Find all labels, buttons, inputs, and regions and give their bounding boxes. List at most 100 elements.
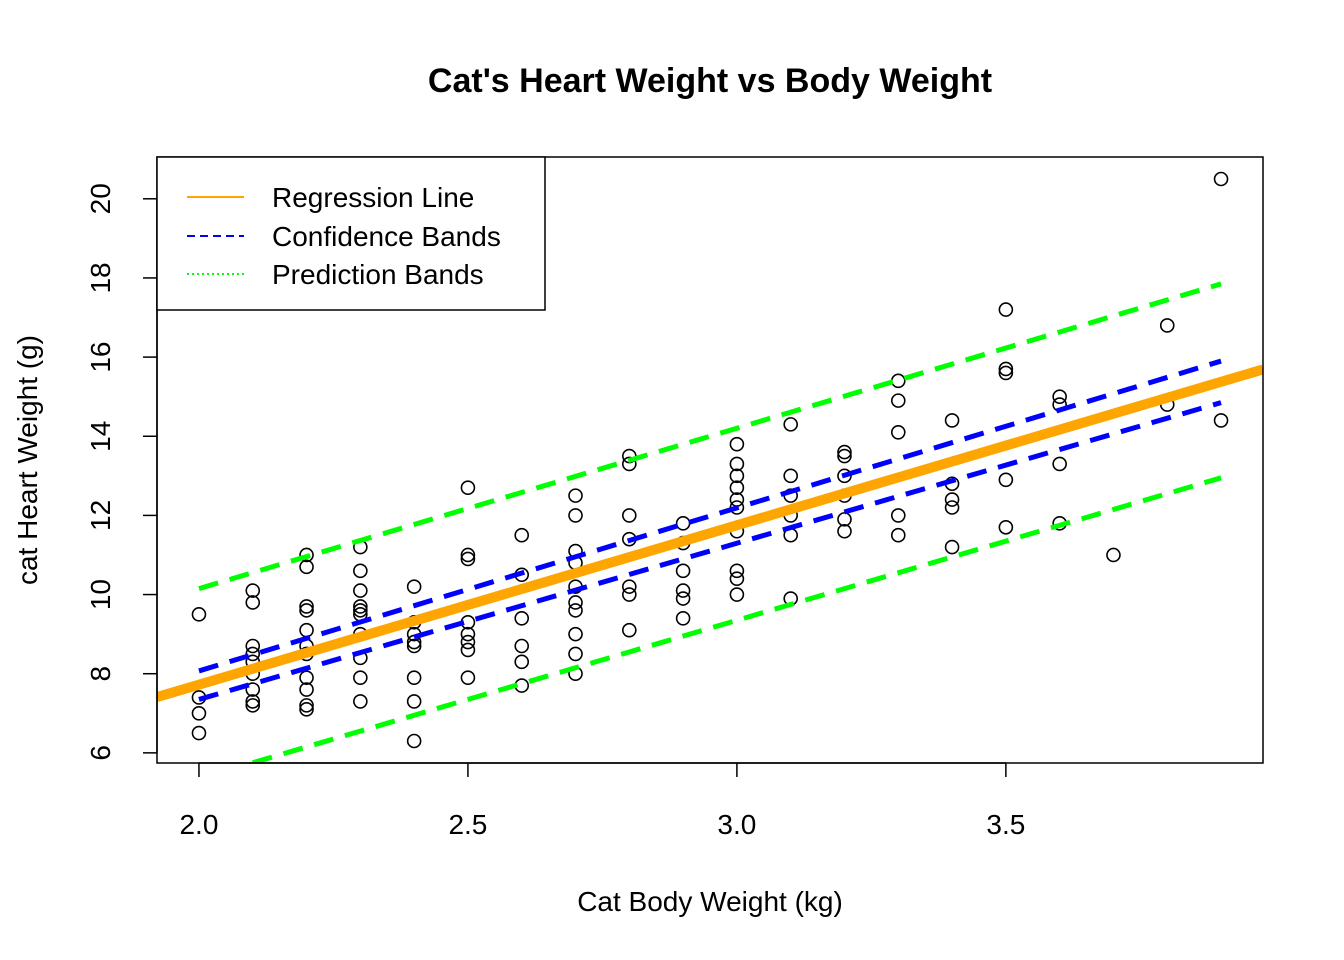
data-point: [1159, 318, 1175, 333]
data-point: [783, 417, 798, 432]
data-point: [460, 626, 476, 642]
data-point: [890, 508, 906, 523]
data-point: [944, 539, 960, 555]
y-tick-label: 6: [85, 745, 116, 761]
data-point: [568, 488, 583, 503]
x-tick-label: 3.5: [986, 809, 1025, 840]
y-tick-label: 12: [85, 500, 116, 531]
data-point: [568, 595, 583, 610]
data-point: [729, 480, 745, 496]
data-point: [675, 591, 691, 606]
legend-box: [156, 156, 546, 311]
data-point: [353, 603, 368, 618]
data-point: [837, 523, 852, 539]
data-point: [191, 725, 207, 741]
data-point: [299, 559, 314, 575]
data-point: [299, 622, 314, 638]
data-point: [299, 599, 314, 614]
data-point: [353, 583, 368, 598]
data-point: [245, 698, 261, 713]
data-point: [729, 563, 745, 579]
data-point: [998, 302, 1014, 317]
data-point: [1052, 389, 1067, 404]
data-point: [299, 670, 314, 685]
x-tick-label: 2.0: [179, 809, 218, 840]
data-point: [245, 646, 261, 662]
data-point: [890, 393, 906, 408]
data-point: [837, 448, 852, 464]
y-axis: 6 8 10 12 14 16 18 20: [85, 183, 158, 761]
data-point: [998, 361, 1014, 377]
data-point: [1106, 547, 1121, 563]
data-point: [514, 654, 530, 670]
y-tick-label: 14: [85, 421, 116, 452]
data-point: [353, 563, 368, 579]
data-point: [622, 508, 637, 523]
data-point: [568, 626, 583, 642]
chart-title: Cat's Heart Weight vs Body Weight: [428, 62, 992, 100]
data-point: [406, 733, 422, 749]
data-point: [729, 587, 745, 602]
y-tick-label: 18: [85, 262, 116, 293]
data-point: [568, 603, 583, 618]
data-point: [568, 508, 583, 523]
x-axis: 2.0 2.5 3.0 3.5: [179, 762, 1025, 840]
data-point: [729, 456, 745, 472]
data-point: [890, 527, 906, 543]
data-point: [406, 670, 422, 685]
data-point: [514, 611, 530, 626]
y-axis-label: cat Heart Weight (g): [12, 335, 43, 585]
prediction-band-upper: [198, 281, 1222, 592]
data-point: [406, 694, 422, 709]
data-point: [460, 670, 476, 685]
data-point: [729, 436, 745, 452]
data-point: [729, 468, 745, 484]
x-axis-label: Cat Body Weight (kg): [577, 886, 843, 917]
data-point: [837, 512, 852, 527]
y-tick-label: 10: [85, 579, 116, 610]
data-point: [460, 642, 476, 658]
x-tick-label: 2.5: [448, 809, 487, 840]
data-point: [514, 527, 530, 543]
data-point: [837, 444, 852, 460]
regression-line: [157, 364, 1263, 702]
data-point: [245, 583, 261, 598]
legend: Regression Line Confidence Bands Predictio…: [156, 156, 546, 311]
data-point: [944, 492, 960, 507]
data-point: [299, 698, 314, 713]
data-point: [245, 638, 261, 654]
data-point: [514, 638, 530, 654]
data-point: [245, 694, 261, 709]
data-point: [460, 547, 476, 563]
data-point: [299, 547, 314, 563]
y-tick-label: 16: [85, 342, 116, 373]
data-point: [622, 456, 637, 472]
data-point: [998, 365, 1014, 381]
data-point: [568, 646, 583, 662]
confidence-band-lower: [198, 400, 1222, 702]
data-point: [460, 634, 476, 650]
data-point: [675, 583, 691, 598]
data-point: [944, 413, 960, 428]
data-point: [353, 599, 368, 614]
data-point: [622, 587, 637, 602]
data-point: [890, 424, 906, 440]
prediction-band-lower: [252, 475, 1222, 763]
data-point: [998, 472, 1014, 488]
data-point: [353, 694, 368, 709]
data-point: [191, 705, 207, 721]
data-point: [191, 607, 207, 622]
data-point: [406, 579, 422, 594]
y-tick-label: 20: [85, 183, 116, 214]
data-point: [406, 638, 422, 654]
plot-area: [157, 171, 1263, 763]
data-point: [998, 519, 1014, 535]
data-point: [783, 468, 798, 484]
data-point: [622, 579, 637, 594]
legend-label: Regression Line: [272, 182, 474, 213]
data-point: [299, 702, 314, 717]
data-point: [729, 492, 745, 507]
data-point: [944, 500, 960, 515]
data-point: [299, 603, 314, 618]
